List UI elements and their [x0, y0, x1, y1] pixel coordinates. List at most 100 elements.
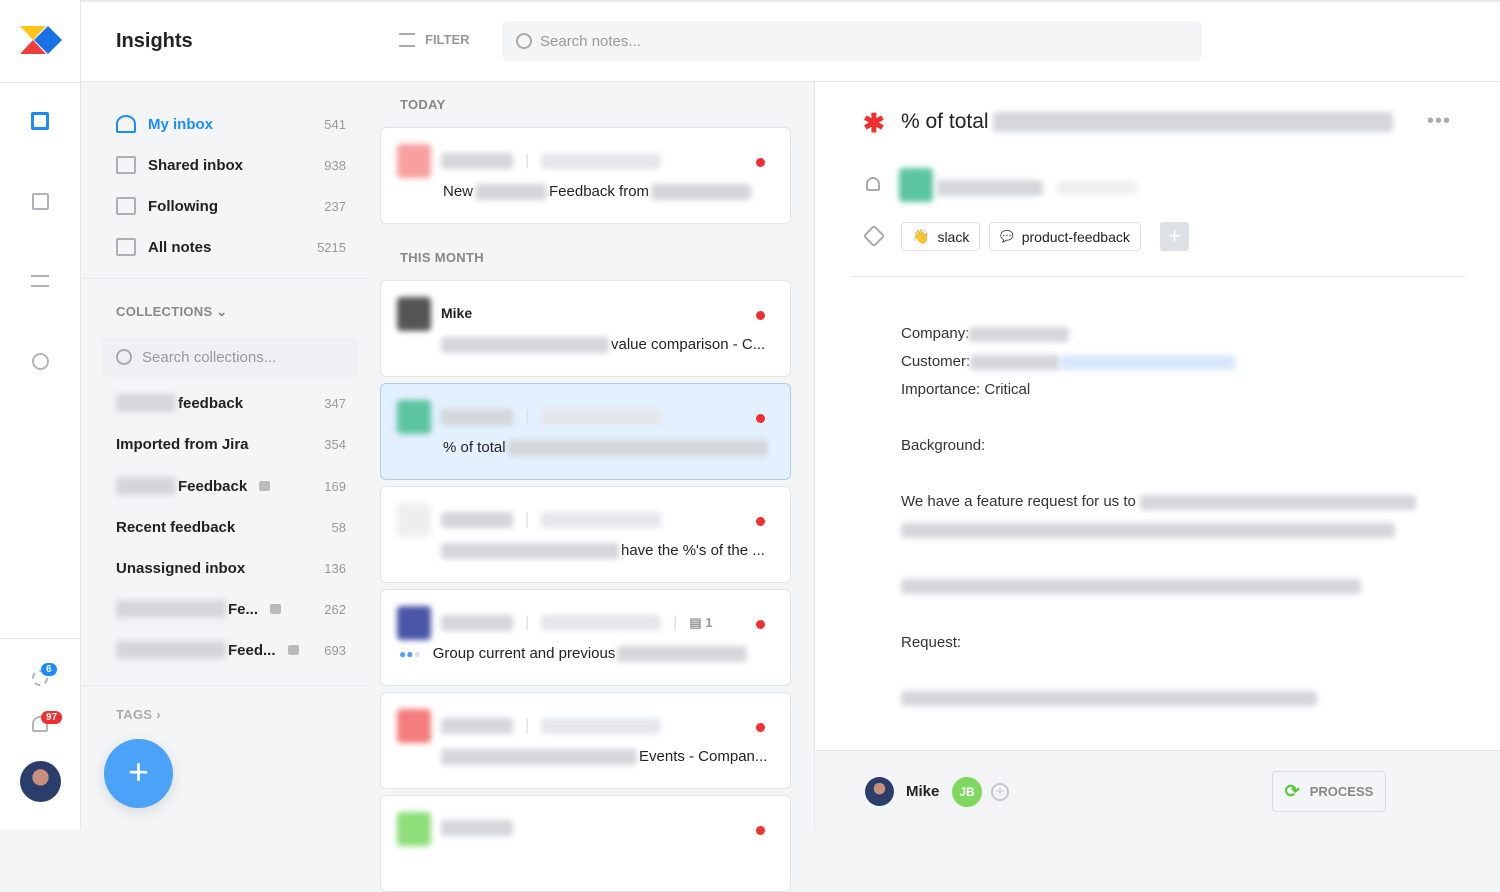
search-notes-input[interactable]: Search notes...	[502, 21, 1202, 61]
roadmap-icon[interactable]	[31, 275, 49, 287]
owner-avatar[interactable]	[865, 777, 894, 806]
note-card[interactable]: | Events - Compan...	[380, 692, 791, 789]
note-text: % of total	[443, 439, 506, 456]
assignee-avatar[interactable]: JB	[952, 777, 982, 807]
sidebar-item-my-inbox[interactable]: My inbox 541	[116, 112, 346, 136]
unread-dot	[756, 158, 765, 167]
request-label: Request:	[901, 634, 962, 651]
filter-button[interactable]: FILTER	[399, 32, 470, 47]
note-card[interactable]: |% of total	[380, 383, 791, 480]
add-note-button[interactable]: +	[104, 739, 173, 808]
note-card[interactable]: Mike value comparison - C...	[380, 280, 791, 377]
collection-item[interactable]: Recent feedback 58	[116, 515, 346, 539]
plus-icon: +	[127, 751, 150, 792]
owner-name[interactable]: Mike	[906, 783, 940, 800]
label: Unassigned inbox	[116, 559, 246, 577]
count: 354	[324, 436, 346, 452]
page-title: Insights	[116, 30, 193, 52]
search-placeholder: Search notes...	[540, 32, 641, 50]
count: 136	[324, 560, 346, 576]
header: Insights FILTER Search notes...	[81, 0, 1500, 82]
collection-item[interactable]: Unassigned inbox 136	[116, 556, 346, 580]
label: Customer:	[901, 353, 971, 370]
count: 693	[324, 642, 346, 658]
customer-icon	[866, 177, 880, 191]
search-collections-input[interactable]: Search collections...	[102, 337, 358, 377]
note-text: Group current and previous	[432, 645, 616, 662]
tags-label: TAGS	[116, 707, 153, 722]
tag-slack[interactable]: 👋 slack	[901, 222, 981, 251]
add-tag-button[interactable]: +	[1160, 222, 1189, 251]
collection-item[interactable]: Feed... 693	[116, 638, 346, 662]
lock-icon	[259, 481, 271, 491]
collections-header[interactable]: COLLECTIONS ⌄	[116, 304, 228, 320]
label: PROCESS	[1309, 784, 1374, 799]
search-icon	[116, 349, 132, 365]
inbox-icon	[116, 156, 136, 174]
background-label: Background:	[901, 437, 986, 454]
sidebar-item-shared-inbox[interactable]: Shared inbox 938	[116, 153, 346, 177]
notifications-badge: 97	[41, 711, 63, 724]
chevron-right-icon: ›	[156, 707, 161, 722]
feature-line: We have a feature request for us to	[901, 493, 1417, 510]
unread-dot	[756, 517, 765, 526]
tag-product-feedback[interactable]: 💬 product-feedback	[989, 222, 1141, 251]
updates-icon[interactable]	[32, 670, 48, 686]
unread-dot	[756, 414, 765, 423]
count: 262	[324, 601, 346, 617]
wave-icon: 👋	[912, 228, 930, 244]
label: Shared inbox	[148, 156, 244, 174]
note-card[interactable]: | have the %'s of the ...	[380, 486, 791, 583]
count: 237	[324, 198, 346, 214]
tags-header[interactable]: TAGS ›	[116, 707, 161, 722]
add-assignee-icon[interactable]: +	[991, 783, 1009, 801]
title-text: % of total	[901, 110, 989, 133]
app-logo[interactable]	[20, 26, 62, 56]
notes-icon[interactable]	[32, 193, 49, 210]
section-today: TODAY	[400, 97, 446, 112]
label: Following	[148, 197, 218, 215]
more-options-icon[interactable]: •••	[1427, 110, 1452, 132]
chat-icon: 💬	[1000, 231, 1014, 243]
count: 58	[331, 519, 346, 535]
note-text: New	[443, 183, 474, 200]
note-avatar	[397, 297, 431, 331]
count: 541	[324, 116, 346, 132]
insights-icon[interactable]	[32, 353, 49, 370]
note-avatar	[397, 812, 431, 846]
collection-item[interactable]: Fe... 262	[116, 597, 346, 621]
note-card[interactable]: | | ▤ 1 ●●● Group current and previous	[380, 589, 791, 686]
user-icon	[116, 115, 136, 133]
lock-icon	[287, 645, 299, 655]
label: Feedback	[178, 477, 248, 495]
note-title[interactable]: % of total	[901, 110, 1393, 134]
customer-line: Customer:	[901, 353, 1236, 370]
unread-dot	[756, 620, 765, 629]
unread-dot	[756, 723, 765, 732]
note-text: value comparison - C...	[611, 336, 766, 353]
sidebar-item-all-notes[interactable]: All notes 5215	[116, 235, 346, 259]
process-button[interactable]: ⟳ PROCESS	[1272, 771, 1386, 812]
note-avatar	[397, 144, 431, 178]
label: My inbox	[148, 115, 214, 133]
collection-item[interactable]: Feedback 169	[116, 474, 346, 498]
count: 5215	[317, 239, 346, 255]
user-avatar[interactable]	[20, 761, 61, 802]
bell-icon[interactable]	[32, 716, 48, 732]
clipboard-icon	[116, 238, 136, 256]
inbox-icon[interactable]	[31, 112, 49, 130]
filter-label: FILTER	[425, 32, 470, 47]
label: feedback	[178, 394, 244, 412]
sidebar-item-following[interactable]: Following 237	[116, 194, 346, 218]
tag-label: product-feedback	[1021, 228, 1130, 245]
collection-item[interactable]: feedback 347	[116, 391, 346, 415]
note-card[interactable]	[380, 795, 791, 892]
lock-icon	[270, 604, 282, 614]
text: We have a feature request for us to	[901, 493, 1136, 510]
left-rail: 6 97	[0, 0, 81, 830]
progress-dots: ●●●	[399, 646, 421, 661]
note-card[interactable]: | New Feedback from	[380, 127, 791, 224]
note-avatar	[397, 400, 431, 434]
label: All notes	[148, 238, 212, 256]
collection-item[interactable]: Imported from Jira 354	[116, 432, 346, 456]
